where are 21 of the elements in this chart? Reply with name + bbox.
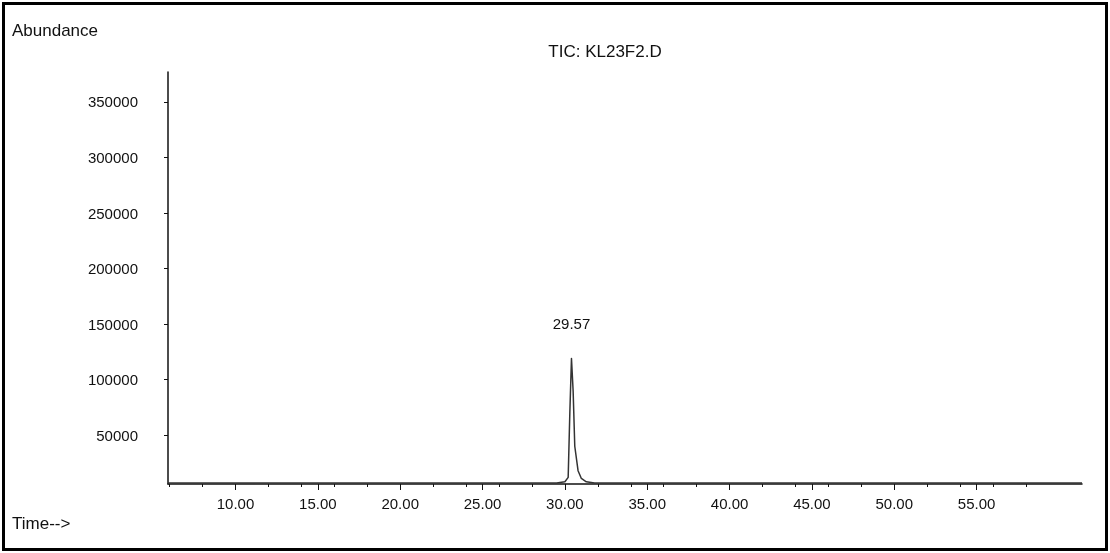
x-tick-label: 50.00 [875, 495, 914, 512]
x-tick-label: 15.00 [299, 495, 337, 512]
y-tick-label: 350000 [87, 93, 138, 111]
x-tick-label: 40.00 [710, 495, 749, 512]
y-tick-label: 300000 [87, 149, 138, 167]
y-tick-label: 200000 [87, 260, 138, 278]
x-axis-title: Time--> [12, 514, 71, 533]
y-tick-label: 250000 [87, 204, 138, 222]
y-axis-title: Abundance [12, 21, 99, 40]
x-tick-label: 35.00 [628, 495, 667, 512]
x-tick-label: 20.00 [381, 495, 419, 512]
x-tick-label: 10.00 [216, 495, 255, 512]
x-tick-label: 30.00 [546, 495, 584, 512]
x-tick-label: 25.00 [463, 495, 502, 512]
chart-title: TIC: KL23F2.D [548, 42, 662, 61]
y-tick-label: 100000 [87, 371, 138, 389]
y-tick-label: 50000 [96, 426, 138, 444]
y-tick-label: 150000 [87, 315, 138, 333]
x-tick-label: 55.00 [957, 495, 996, 512]
annotation: 29.57 [552, 314, 591, 332]
x-tick-label: 45.00 [793, 495, 831, 512]
